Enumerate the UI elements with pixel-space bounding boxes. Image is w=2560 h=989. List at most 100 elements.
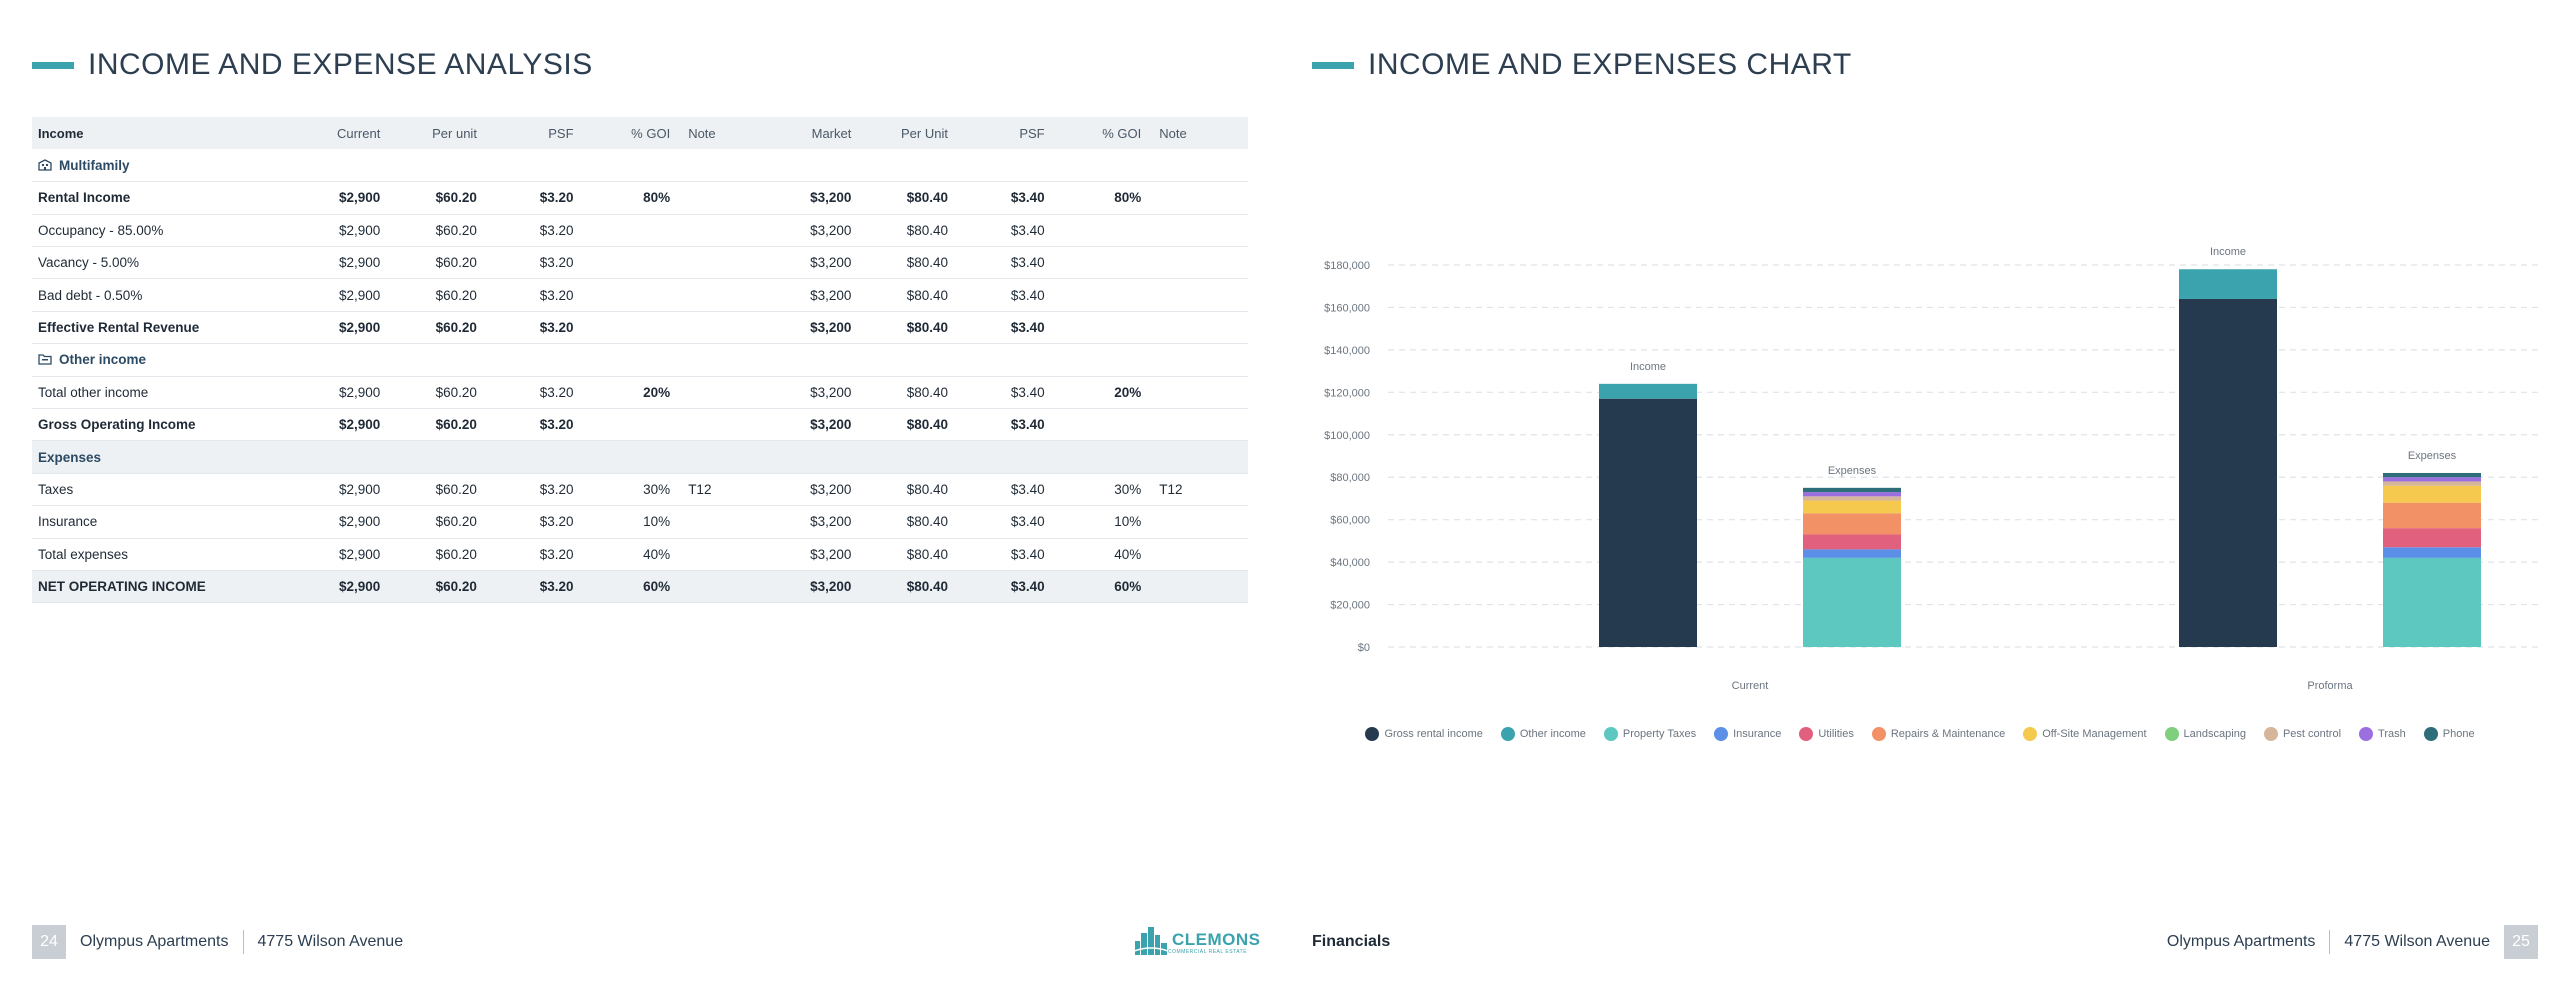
cell-market-goi: 40% xyxy=(1050,538,1148,571)
legend-item: Repairs & Maintenance xyxy=(1871,727,2006,741)
cell-market-note xyxy=(1147,505,1248,539)
cell-note xyxy=(676,376,777,410)
group-row: Multifamily xyxy=(32,149,1248,183)
column-header-psf: PSF xyxy=(482,117,580,150)
page-number: 25 xyxy=(2504,925,2538,959)
cell-current: $2,900 xyxy=(305,246,387,280)
column-header-market-per-unit: Per Unit xyxy=(857,117,954,150)
section-title: INCOME AND EXPENSE ANALYSIS xyxy=(32,48,593,82)
footer-section: Financials xyxy=(1312,933,1391,950)
cell-per-unit: $60.20 xyxy=(386,278,483,312)
cell-label: Taxes xyxy=(32,473,306,507)
legend-dot xyxy=(2164,727,2179,741)
cell-note xyxy=(676,538,777,571)
group-label: Multifamily xyxy=(32,149,1248,183)
left-page: INCOME AND EXPENSE ANALYSIS Income Curren… xyxy=(32,48,1260,960)
cell-label: Total expenses xyxy=(32,538,306,571)
legend-dot xyxy=(2263,727,2278,741)
cell-market-psf: $3.40 xyxy=(953,408,1051,442)
cell-note xyxy=(676,278,777,312)
bar-segment xyxy=(2383,477,2481,482)
column-header-goi: % GOI xyxy=(579,117,677,150)
cell-current: $2,900 xyxy=(305,473,387,507)
cell-per-unit: $60.20 xyxy=(386,505,483,539)
legend-item: Pest control xyxy=(2263,727,2341,741)
footer: 24 Olympus Apartments 4775 Wilson Avenue xyxy=(32,924,403,960)
logo-subtext: COMMERCIAL REAL ESTATE xyxy=(1168,949,1248,955)
table-row: Gross Operating Income $2,900 $60.20 $3.20 $… xyxy=(32,408,1248,442)
cell-market-per-unit: $80.40 xyxy=(857,505,954,539)
cell-goi xyxy=(579,278,677,312)
y-tick-label: $140,000 xyxy=(1324,345,1370,357)
y-tick-label: $0 xyxy=(1358,642,1370,654)
bar-segment xyxy=(2383,502,2481,529)
cell-market-per-unit: $80.40 xyxy=(857,214,954,248)
y-tick-label: $20,000 xyxy=(1330,600,1370,612)
table-header-row: Income Current Per unit PSF% GOI Note Market P… xyxy=(32,117,1248,150)
cell-current: $2,900 xyxy=(305,278,387,312)
legend-label: Repairs & Maintenance xyxy=(1890,728,2006,740)
cell-label: Gross Operating Income xyxy=(32,408,306,442)
cell-market-goi: 80% xyxy=(1050,181,1148,215)
column-header-label: Income xyxy=(32,117,306,150)
page-number: 24 xyxy=(32,925,66,959)
cell-market-goi: 60% xyxy=(1050,570,1148,604)
column-header-market-note: Note xyxy=(1147,117,1248,150)
stack-label: Income xyxy=(2210,246,2246,258)
cell-market-note xyxy=(1147,246,1248,280)
cell-per-unit: $60.20 xyxy=(386,538,483,571)
x-tick-label: Proforma xyxy=(2307,680,2353,692)
bar-segment xyxy=(1803,492,1901,497)
cell-market-psf: $3.40 xyxy=(953,246,1051,280)
cell-goi xyxy=(579,311,677,345)
y-tick-label: $100,000 xyxy=(1324,430,1370,442)
footer: Olympus Apartments 4775 Wilson Avenue 25 xyxy=(2167,924,2538,960)
legend-dot xyxy=(2023,727,2038,741)
legend-item: Property Taxes xyxy=(1603,727,1696,741)
cell-current: $2,900 xyxy=(305,181,387,215)
footer-address: 4775 Wilson Avenue xyxy=(2344,933,2490,950)
bar-segment xyxy=(2383,547,2481,558)
cell-market: $3,200 xyxy=(776,181,858,215)
table-row: Occupancy - 85.00% $2,900 $60.20 $3.20 $3,20… xyxy=(32,214,1248,248)
cell-psf: $3.20 xyxy=(482,376,580,410)
bar-segment xyxy=(2383,485,2481,503)
y-tick-label: $60,000 xyxy=(1330,515,1370,527)
bar-segment xyxy=(1803,500,1901,514)
cell-per-unit: $60.20 xyxy=(386,214,483,248)
cell-market-psf: $3.40 xyxy=(953,570,1051,604)
cell-psf: $3.20 xyxy=(482,311,580,345)
cell-note xyxy=(676,181,777,215)
group-label-text: Other income xyxy=(59,352,147,368)
cell-per-unit: $60.20 xyxy=(386,473,483,507)
y-tick-label: $120,000 xyxy=(1324,387,1370,399)
legend-item: Insurance xyxy=(1714,727,1781,741)
cell-market-goi: 20% xyxy=(1050,376,1148,410)
title-accent-bar xyxy=(1312,61,1354,69)
cell-market: $3,200 xyxy=(776,538,858,571)
bar-segment xyxy=(2383,528,2481,548)
cell-market-goi xyxy=(1050,246,1148,280)
cell-market-note xyxy=(1147,311,1248,345)
cell-market-per-unit: $80.40 xyxy=(857,311,954,345)
cell-market: $3,200 xyxy=(776,408,858,442)
cell-market-per-unit: $80.40 xyxy=(857,278,954,312)
cell-market-per-unit: $80.40 xyxy=(857,570,954,604)
footer-divider xyxy=(2329,930,2331,954)
legend-label: Insurance xyxy=(1733,728,1782,740)
section-label: Expenses xyxy=(32,440,1248,474)
group-label-text: Multifamily xyxy=(59,157,130,173)
legend-item: Other income xyxy=(1500,727,1586,741)
cell-market: $3,200 xyxy=(776,570,858,604)
cell-goi: 80% xyxy=(579,181,677,215)
cell-current: $2,900 xyxy=(305,376,387,410)
legend-item: Trash xyxy=(2359,727,2406,741)
cell-per-unit: $60.20 xyxy=(386,246,483,280)
page-title: INCOME AND EXPENSE ANALYSIS xyxy=(88,48,593,81)
cell-market-psf: $3.40 xyxy=(953,473,1051,507)
footer-address: 4775 Wilson Avenue xyxy=(257,933,404,950)
bar-segment xyxy=(2179,269,2277,299)
skyline-icon xyxy=(1134,927,1168,955)
cell-label: Effective Rental Revenue xyxy=(32,311,306,345)
cell-market: $3,200 xyxy=(776,278,858,312)
